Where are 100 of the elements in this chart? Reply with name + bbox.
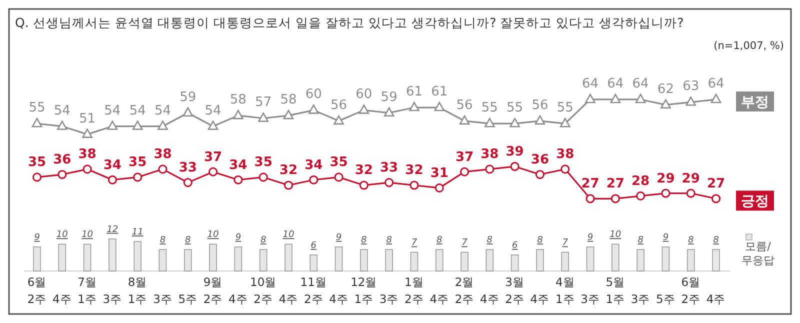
- data-label: 7: [562, 238, 568, 248]
- data-label: 38: [154, 147, 172, 162]
- data-label: 35: [128, 155, 147, 170]
- x-tick-label: 3주: [379, 292, 399, 306]
- point: [334, 172, 344, 182]
- point: [459, 115, 470, 125]
- x-tick-label: 5월 1주: [606, 275, 626, 306]
- point: [358, 104, 370, 114]
- point: [284, 180, 294, 190]
- data-label: 8: [185, 236, 192, 246]
- x-tick-label: 4주: [329, 292, 348, 306]
- x-tick-label: 6월 2주: [27, 275, 47, 306]
- data-label: 32: [354, 163, 373, 178]
- point: [434, 183, 444, 192]
- data-label: 39: [506, 144, 524, 160]
- data-label: 27: [581, 176, 600, 192]
- x-tick-label: 5주: [178, 292, 198, 306]
- data-label: 8: [260, 236, 266, 246]
- point: [108, 175, 117, 184]
- point: [32, 118, 42, 128]
- data-label: 36: [530, 152, 550, 168]
- data-label: 54: [204, 103, 222, 118]
- data-label: 8: [537, 236, 544, 246]
- data-label: 35: [28, 155, 46, 170]
- data-label: 62: [657, 82, 674, 97]
- x-tick-label: 4주: [52, 292, 72, 306]
- data-label: 34: [103, 158, 122, 173]
- data-label: 55: [28, 100, 46, 116]
- data-label: 59: [180, 90, 196, 105]
- point: [32, 172, 42, 182]
- point: [661, 188, 670, 198]
- data-label: 35: [330, 155, 348, 170]
- data-label: 38: [556, 147, 574, 162]
- data-label: 10: [207, 230, 220, 240]
- data-label: 56: [456, 98, 473, 113]
- data-label: 10: [82, 230, 94, 240]
- point: [535, 170, 545, 180]
- point: [610, 94, 621, 104]
- data-label: 61: [406, 84, 422, 100]
- x-tick-label: 3주: [102, 292, 122, 306]
- point: [510, 162, 520, 172]
- x-tick-label: 4월 1주: [555, 275, 575, 306]
- x-tick-label: 4주: [278, 292, 298, 306]
- data-label: 29: [656, 171, 675, 186]
- data-label: 60: [305, 87, 322, 102]
- point: [158, 120, 168, 130]
- point: [233, 110, 244, 120]
- point: [384, 178, 394, 188]
- data-label: 33: [380, 160, 398, 176]
- data-label: 9: [34, 232, 40, 243]
- data-label: 8: [688, 236, 694, 246]
- data-label: 9: [235, 232, 242, 243]
- data-label: 38: [480, 147, 499, 162]
- data-label: 29: [682, 171, 700, 186]
- point: [208, 120, 218, 130]
- data-label: 12: [106, 224, 118, 235]
- point: [182, 107, 194, 117]
- point: [686, 188, 696, 198]
- point: [460, 167, 470, 176]
- x-tick-label: 2월 2주: [454, 275, 474, 306]
- chart-title: Q. 선생님께서는 윤석열 대통령이 대통령으로서 일을 잘하고 있다고 생각하십니까? 잘못하고 있다고 생각하십니까?: [15, 15, 684, 30]
- point: [410, 180, 419, 190]
- data-label: 8: [361, 236, 368, 246]
- data-label: 38: [78, 147, 96, 162]
- data-label: 54: [129, 103, 146, 118]
- data-label: 6: [512, 240, 518, 251]
- x-tick-label: 3월 2주: [505, 275, 524, 306]
- point: [484, 118, 495, 128]
- point: [384, 107, 394, 117]
- data-label: 64: [708, 76, 724, 92]
- data-label: 8: [638, 236, 644, 246]
- data-label: 31: [430, 166, 448, 181]
- data-label: 64: [582, 76, 599, 92]
- legend-label: 모름/무응답: [742, 240, 774, 267]
- point: [610, 194, 620, 204]
- x-tick-label: 4주: [430, 292, 450, 306]
- data-label: 7: [462, 238, 468, 248]
- point: [534, 115, 546, 125]
- data-label: 9: [662, 232, 669, 243]
- data-label: 36: [53, 152, 72, 168]
- data-label: 32: [279, 163, 298, 178]
- data-label: 8: [386, 236, 392, 246]
- point: [57, 120, 68, 130]
- x-tick-label: 4주: [228, 292, 248, 306]
- data-label: 7: [411, 238, 418, 248]
- data-label: 54: [54, 103, 70, 118]
- x-tick-label: 6월 2주: [681, 275, 701, 306]
- point: [258, 112, 268, 122]
- data-label: 64: [607, 76, 624, 92]
- data-label: 10: [56, 230, 68, 240]
- data-label: 8: [486, 236, 493, 246]
- x-tick-label: 8월 1주: [128, 275, 148, 306]
- x-tick-label: 5주: [656, 292, 676, 306]
- point: [359, 180, 368, 190]
- point: [308, 104, 319, 114]
- x-tick-label: 3주: [580, 292, 600, 306]
- point: [183, 178, 192, 188]
- data-label: 6: [310, 240, 317, 251]
- point: [711, 194, 721, 204]
- data-label: 55: [556, 100, 574, 116]
